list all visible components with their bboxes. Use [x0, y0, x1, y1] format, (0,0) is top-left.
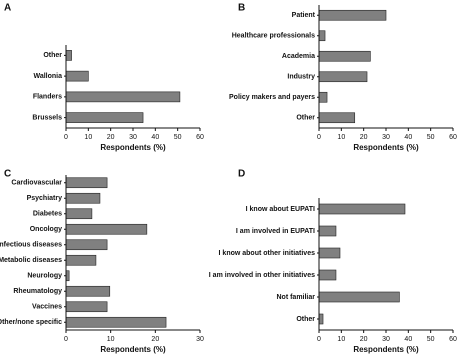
bar — [65, 112, 144, 123]
x-tick-label: 10 — [107, 336, 115, 343]
y-tick-label: Rheumatology — [13, 288, 62, 295]
bar — [318, 269, 337, 281]
panel-label: A — [4, 3, 11, 14]
bar — [318, 247, 341, 259]
x-tick-label: 30 — [196, 336, 204, 343]
y-tick-label: Policy makers and payers — [229, 94, 315, 101]
y-tick-label: Vaccines — [32, 304, 62, 311]
panel-label: D — [238, 169, 245, 180]
y-tick-label: Flanders — [33, 94, 62, 101]
panel-label: B — [238, 3, 245, 14]
y-tick-label: Patient — [292, 12, 316, 19]
bar — [65, 301, 108, 313]
x-tick-label: 0 — [317, 336, 321, 343]
x-tick-label: 40 — [404, 336, 412, 343]
bar — [65, 177, 108, 189]
bar — [318, 71, 368, 83]
bar — [318, 30, 326, 42]
y-tick-label: Neurology — [27, 273, 62, 280]
bar — [65, 254, 97, 266]
x-axis-title: Respondents (%) — [100, 345, 166, 354]
bar — [65, 316, 167, 328]
bar — [65, 285, 111, 297]
y-tick-label: I am involved in other initiatives — [209, 272, 315, 279]
x-tick-label: 0 — [317, 134, 321, 141]
bar — [318, 112, 356, 124]
bar — [65, 192, 101, 204]
x-tick-label: 0 — [64, 336, 68, 343]
x-tick-label: 20 — [360, 336, 368, 343]
y-tick-label: Psychiatry — [27, 195, 63, 202]
x-tick-label: 30 — [129, 134, 137, 141]
y-tick-label: I am involved in EUPATI — [236, 228, 315, 235]
x-tick-label: 60 — [449, 336, 457, 343]
bar — [65, 239, 108, 251]
y-tick-label: Academia — [282, 53, 315, 60]
x-tick-label: 20 — [107, 134, 115, 141]
y-tick-label: Wallonia — [33, 73, 62, 80]
x-tick-label: 60 — [449, 134, 457, 141]
bar — [318, 313, 324, 325]
y-tick-label: Industry — [287, 74, 315, 81]
x-tick-label: 10 — [337, 134, 345, 141]
bar — [318, 91, 328, 103]
y-tick-label: Other — [296, 316, 315, 323]
x-tick-label: 0 — [64, 134, 68, 141]
x-axis-title: Respondents (%) — [100, 143, 166, 152]
y-tick-label: Brussels — [32, 114, 62, 121]
bar — [65, 91, 181, 103]
x-tick-label: 30 — [382, 134, 390, 141]
bar — [65, 50, 72, 61]
x-tick-label: 40 — [151, 134, 159, 141]
bar — [318, 9, 387, 21]
y-tick-label: Infectious diseases — [0, 242, 62, 249]
bar — [318, 291, 400, 303]
y-tick-label: Not familiar — [276, 294, 315, 301]
bar — [65, 70, 89, 82]
x-tick-label: 60 — [196, 134, 204, 141]
panel-label: C — [4, 169, 11, 180]
x-tick-label: 10 — [337, 336, 345, 343]
bar — [318, 50, 371, 62]
x-axis-title: Respondents (%) — [353, 345, 419, 354]
x-tick-label: 50 — [427, 336, 435, 343]
bar — [318, 225, 337, 237]
y-tick-label: I know about EUPATI — [246, 206, 315, 213]
x-axis-title: Respondents (%) — [353, 143, 419, 152]
bar — [65, 208, 93, 220]
x-tick-label: 10 — [84, 134, 92, 141]
y-tick-label: Metabolic diseases — [0, 257, 62, 264]
x-tick-label: 40 — [404, 134, 412, 141]
y-tick-label: Other — [296, 115, 315, 122]
y-tick-label: Other — [43, 52, 62, 59]
y-tick-label: Diabetes — [33, 211, 62, 218]
x-tick-label: 30 — [382, 336, 390, 343]
y-tick-label: I know about other initiatives — [219, 250, 316, 257]
x-tick-label: 20 — [360, 134, 368, 141]
y-tick-label: Other/none specific — [0, 319, 62, 326]
bar — [318, 203, 406, 215]
x-tick-label: 20 — [151, 336, 159, 343]
x-tick-label: 50 — [427, 134, 435, 141]
x-tick-label: 50 — [174, 134, 182, 141]
bar — [65, 223, 148, 235]
y-tick-label: Cardiovascular — [11, 180, 62, 187]
y-tick-label: Healthcare professionals — [232, 33, 315, 40]
y-tick-label: Oncology — [30, 226, 62, 233]
